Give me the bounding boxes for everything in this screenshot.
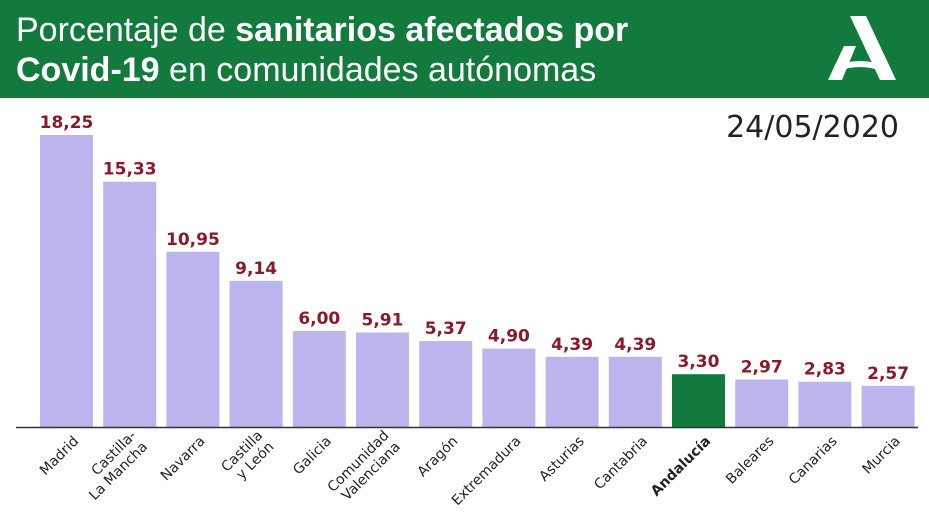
bar-9 (608, 356, 662, 427)
category-label-8: Asturias (536, 433, 587, 484)
category-label-5: ComunidadValenciana (325, 428, 404, 507)
category-label-4: Galicia (290, 433, 335, 478)
bar-6 (419, 341, 473, 427)
value-label-12: 2,83 (804, 360, 846, 380)
category-label-line: Madrid (37, 433, 82, 478)
value-label-4: 6,00 (298, 309, 340, 329)
value-label-10: 3,30 (678, 352, 720, 372)
value-label-11: 2,97 (741, 357, 783, 377)
title-part1: Porcentaje de (16, 11, 236, 49)
title-bold2: Covid-19 (16, 51, 160, 89)
category-label-line: Cantabria (591, 433, 651, 493)
junta-andalucia-logo-icon (828, 16, 896, 80)
category-label-9: Cantabria (591, 433, 651, 493)
category-label-2: Navarra (158, 433, 209, 484)
category-label-3: Castillay León (218, 428, 277, 487)
category-label-12: Canarias (786, 433, 841, 488)
value-label-9: 4,39 (614, 335, 656, 355)
bar-8 (545, 356, 599, 427)
category-label-line: Galicia (290, 433, 335, 478)
date-label: 24/05/2020 (726, 110, 899, 145)
category-label-line: Murcia (860, 433, 904, 477)
category-label-line: Baleares (723, 433, 777, 487)
bars-group: 18,25 15,33 10,95 9,14 6,00 5,91 5,37 4,90 4,39 4… (40, 113, 915, 427)
bar-12 (798, 381, 852, 427)
bar-chart: 18,25 15,33 10,95 9,14 6,00 5,91 5,37 4,90 4,39 4… (16, 113, 918, 509)
chart-title: Porcentaje de sanitarios afectados por C… (16, 10, 776, 90)
bar-2 (166, 251, 220, 427)
value-label-6: 5,37 (425, 319, 467, 339)
bar-7 (482, 348, 536, 427)
value-label-5: 5,91 (362, 310, 404, 330)
value-label-7: 4,90 (488, 327, 530, 347)
bar-4 (292, 331, 346, 427)
category-label-line: Canarias (786, 433, 841, 488)
title-bold1: sanitarios afectados por (235, 11, 629, 49)
bar-13 (861, 385, 915, 427)
bar-5 (356, 332, 409, 427)
value-label-0: 18,25 (40, 113, 94, 133)
category-label-11: Baleares (723, 433, 777, 487)
value-label-3: 9,14 (235, 259, 277, 279)
title-part2: en comunidades autónomas (159, 51, 597, 89)
value-label-1: 15,33 (103, 160, 157, 180)
value-label-8: 4,39 (551, 335, 593, 355)
bar-0 (40, 135, 93, 427)
category-label-6: Aragón (415, 433, 462, 480)
category-label-13: Murcia (860, 433, 904, 477)
category-label-line: Navarra (158, 433, 209, 484)
bar-1 (103, 181, 157, 427)
value-label-13: 2,57 (867, 364, 909, 384)
category-label-line: Andalucía (648, 433, 714, 499)
category-label-10: Andalucía (648, 433, 714, 499)
header-banner: Porcentaje de sanitarios afectados por C… (0, 0, 929, 98)
category-label-line: Asturias (536, 433, 587, 484)
bar-10 (672, 374, 725, 427)
category-label-line: Aragón (415, 433, 462, 480)
value-label-2: 10,95 (166, 230, 220, 250)
bar-11 (735, 379, 789, 427)
bar-3 (229, 280, 283, 427)
category-label-0: Madrid (37, 433, 82, 478)
category-label-1: Castilla-La Mancha (75, 428, 151, 504)
